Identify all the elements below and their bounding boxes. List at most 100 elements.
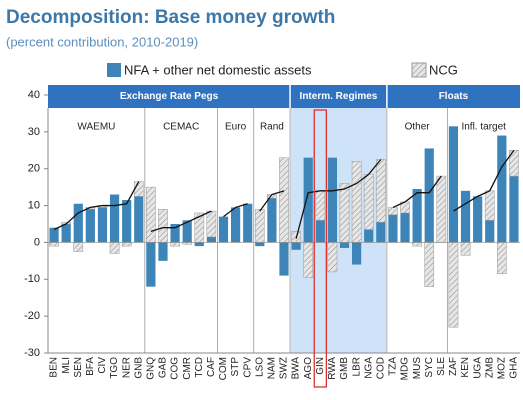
y-tick-label: 10 <box>28 199 40 211</box>
bar <box>497 135 507 243</box>
total-line <box>259 190 285 212</box>
bar <box>158 209 168 243</box>
bar <box>73 242 84 252</box>
total-line <box>53 181 140 231</box>
bar <box>496 242 507 275</box>
bar <box>509 176 519 243</box>
regime-label: Exchange Rate Pegs <box>120 91 219 102</box>
bar <box>436 175 447 243</box>
x-tick-label: COD <box>375 357 386 379</box>
x-tick-label: TZA <box>388 357 399 376</box>
y-tick-label: -10 <box>24 273 40 285</box>
bar <box>315 220 325 243</box>
bar <box>424 242 435 287</box>
x-tick-label: SYC <box>424 357 435 378</box>
bar <box>97 207 108 243</box>
x-tick-label: AGO <box>303 357 314 379</box>
bar <box>412 188 422 243</box>
bar <box>485 220 495 243</box>
total-line <box>223 203 248 218</box>
x-tick-label: BWA <box>291 357 302 380</box>
bar <box>230 207 241 243</box>
regime-label: Interm. Regimes <box>300 91 378 102</box>
x-tick-label: GIN <box>315 357 326 375</box>
x-tick-label: MUS <box>412 357 423 380</box>
regime-header <box>290 85 387 108</box>
y-tick-label: 40 <box>28 89 40 101</box>
x-tick-label: SLE <box>436 357 447 376</box>
bar <box>170 242 180 247</box>
bar <box>376 222 386 243</box>
bar <box>254 209 265 243</box>
total-line <box>150 210 212 232</box>
subgroup-label: Euro <box>225 122 247 133</box>
y-tick-label: 20 <box>28 163 40 175</box>
y-tick-label: -30 <box>24 347 40 359</box>
bar <box>158 242 168 261</box>
x-tick-label: LBR <box>351 357 362 376</box>
bar <box>460 190 471 243</box>
x-tick-label: CMR <box>182 357 193 380</box>
x-tick-label: GMB <box>339 357 350 380</box>
bar <box>146 186 156 243</box>
bar <box>375 159 386 223</box>
x-tick-label: CIV <box>97 357 108 374</box>
x-tick-label: COM <box>218 357 229 380</box>
bar <box>49 242 59 247</box>
subgroup-label: CEMAC <box>163 122 199 133</box>
bar <box>267 198 277 243</box>
x-tick-label: GHA <box>509 357 520 379</box>
x-tick-label: SEN <box>73 357 84 378</box>
x-tick-label: STP <box>230 357 241 377</box>
bar <box>448 242 459 328</box>
legend-swatch <box>107 63 121 77</box>
chart-subtitle: (percent contribution, 2010-2019) <box>6 34 198 49</box>
bar <box>473 196 483 243</box>
x-tick-label: BEN <box>49 357 60 378</box>
total-line <box>453 149 515 212</box>
legend-label: NCG <box>429 62 458 77</box>
x-tick-label: NAM <box>267 357 278 379</box>
x-tick-label: ZMB <box>484 357 495 378</box>
bar <box>448 126 459 243</box>
x-tick-label: UGA <box>472 357 483 379</box>
bar <box>194 242 204 247</box>
bar <box>122 200 132 243</box>
y-tick-label: -20 <box>24 310 40 322</box>
x-tick-label: ZAF <box>448 357 459 376</box>
bar <box>364 229 374 243</box>
y-tick-label: 30 <box>28 126 40 138</box>
bar <box>206 210 217 238</box>
bar <box>279 157 289 243</box>
bar <box>363 173 374 230</box>
bar <box>133 181 144 197</box>
bar <box>109 242 120 254</box>
x-tick-label: TGO <box>109 357 120 379</box>
bar <box>73 203 83 243</box>
subgroup-label: WAEMU <box>77 122 115 133</box>
x-tick-label: COG <box>170 357 181 380</box>
x-tick-label: RWA <box>327 357 338 380</box>
regime-header <box>386 85 520 108</box>
x-tick-label: NGA <box>363 357 374 379</box>
x-tick-label: LSO <box>254 357 265 377</box>
x-tick-label: MOZ <box>496 357 507 379</box>
subgroup-label: Infl. target <box>461 122 506 133</box>
bar <box>424 148 434 243</box>
bar <box>327 242 338 273</box>
x-tick-label: TCD <box>194 357 205 378</box>
x-tick-label: CPV <box>242 357 253 378</box>
legend-label: NFA + other net domestic assets <box>124 62 312 77</box>
subgroup-label: Rand <box>260 122 284 133</box>
bar <box>61 224 71 243</box>
bar <box>484 190 495 221</box>
total-line <box>392 175 442 209</box>
x-tick-label: NER <box>121 357 132 378</box>
bar <box>400 212 410 243</box>
x-tick-label: GNQ <box>146 357 157 380</box>
bar <box>134 196 144 243</box>
subgroup-label: Other <box>405 122 431 133</box>
bar <box>460 242 471 256</box>
bar <box>243 203 253 243</box>
